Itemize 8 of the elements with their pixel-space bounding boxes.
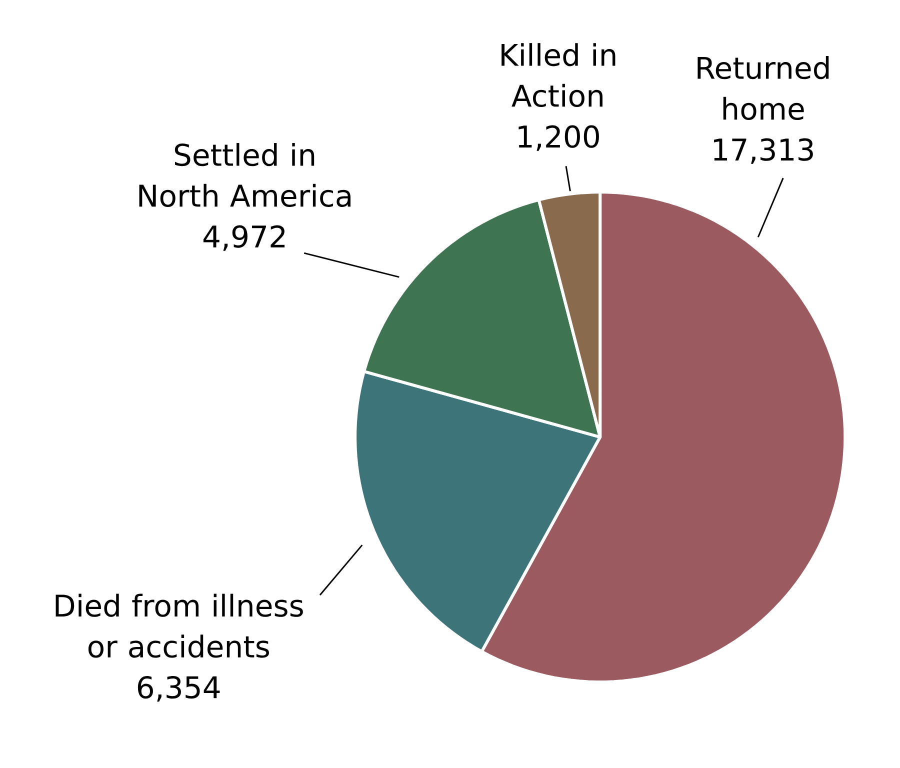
slice-label: Returned home xyxy=(698,56,829,120)
data-label: 17,313 xyxy=(714,138,813,164)
slice-label: Died from illness or accidents xyxy=(56,594,303,658)
data-label: 1,200 xyxy=(518,125,599,151)
data-label: 4,972 xyxy=(203,225,285,251)
data-label: 6,354 xyxy=(138,676,220,702)
slice-label: Killed in Action xyxy=(502,43,616,108)
slice-label: Settled in North America xyxy=(139,143,350,207)
